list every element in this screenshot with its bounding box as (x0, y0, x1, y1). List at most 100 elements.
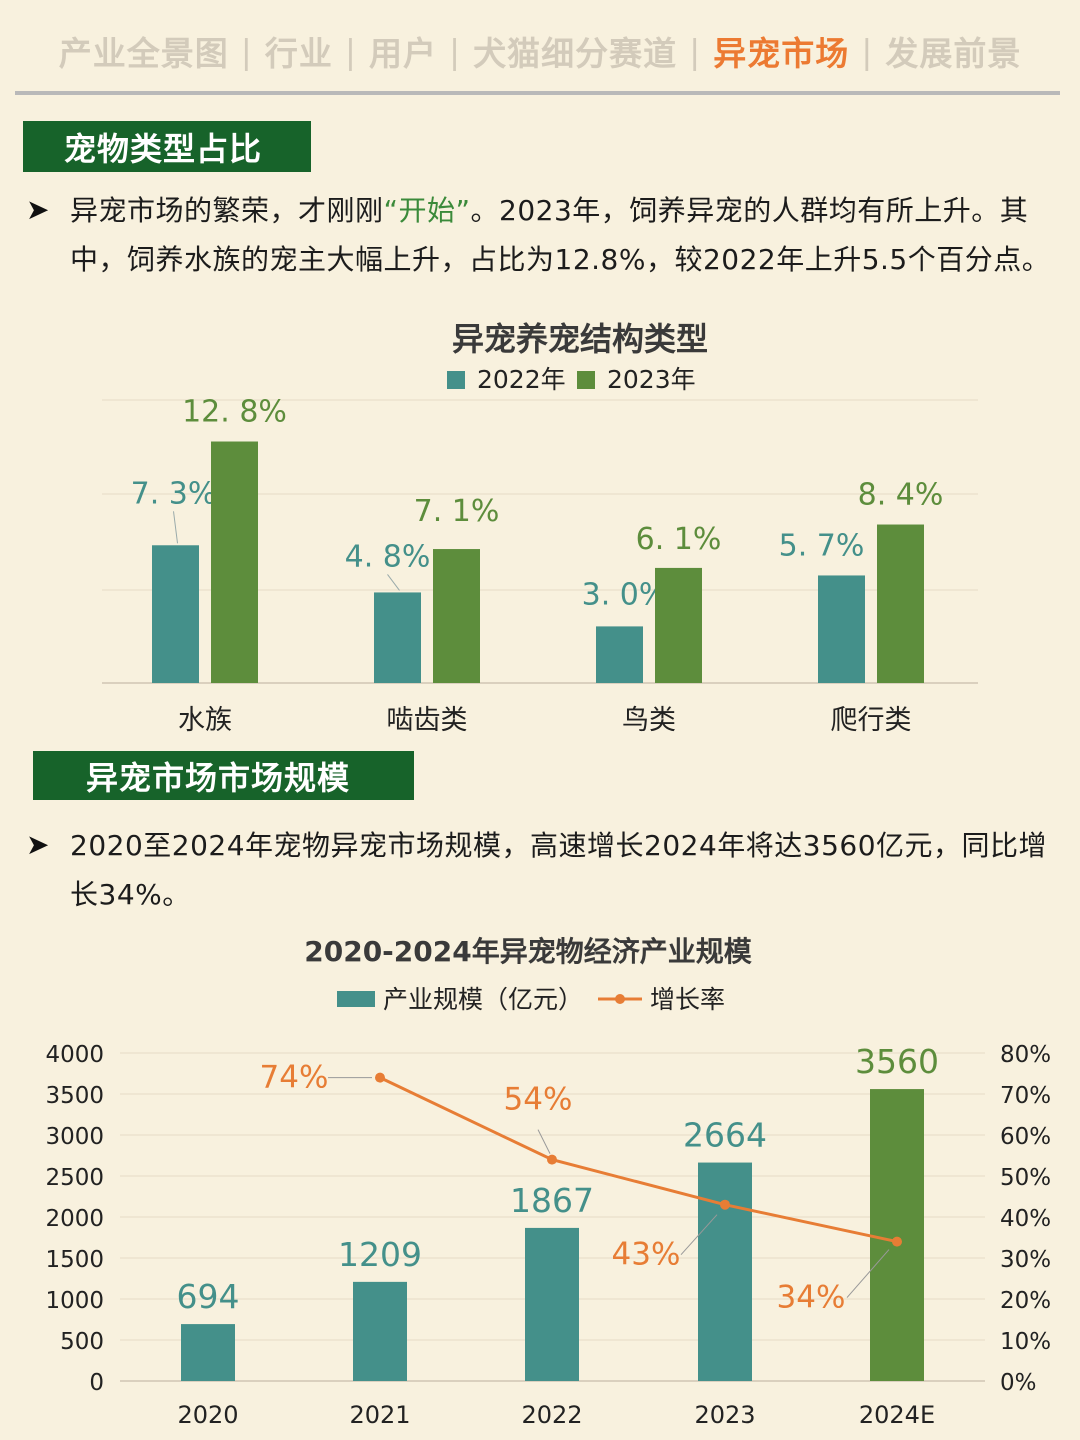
bullet-arrow-icon: ➤ (26, 828, 50, 861)
x-tick-2024E: 2024E (859, 1401, 935, 1429)
y-right-tick-0: 0% (1000, 1370, 1037, 1396)
legend-swatch-bar (337, 991, 375, 1007)
section-header-market-size: 异宠市场市场规模 (33, 751, 414, 800)
section1-text-highlight: “开始” (383, 194, 471, 227)
bar-0-1 (211, 441, 258, 683)
data-label-0-0: 7. 3% (131, 476, 217, 511)
y-right-tick-1: 10% (1000, 1329, 1051, 1355)
y-left-tick-1: 500 (60, 1329, 104, 1355)
nav-separator: | (861, 31, 874, 71)
bar-2023 (698, 1162, 752, 1381)
growth-line (379, 1076, 898, 1244)
bar-2-1 (655, 567, 702, 683)
data-label-2-0: 3. 0% (582, 577, 668, 612)
leader-line-1-0 (387, 574, 400, 591)
growth-marker-2022 (547, 1154, 557, 1165)
growth-label-2023: 43% (612, 1237, 681, 1273)
category-label-2: 鸟类 (622, 705, 676, 736)
nav-tab-0[interactable]: 产业全景图 (58, 34, 229, 73)
growth-marker-2021 (375, 1072, 385, 1083)
bullet-arrow-icon: ➤ (26, 193, 50, 226)
y-left-tick-3: 1500 (45, 1247, 104, 1273)
nav-tab-5[interactable]: 发展前景 (885, 34, 1022, 73)
category-label-1: 啮齿类 (387, 705, 468, 736)
y-right-tick-3: 30% (1000, 1247, 1051, 1273)
nav-divider (15, 91, 1060, 95)
nav-separator: | (689, 31, 702, 71)
bar-1-1 (433, 549, 480, 683)
growth-label-2024E: 34% (777, 1280, 846, 1316)
leader-line-0-0 (173, 511, 178, 544)
nav-tab-2[interactable]: 用户 (368, 34, 437, 73)
x-tick-2021: 2021 (349, 1401, 410, 1429)
growth-leader-2022 (537, 1129, 551, 1154)
nav-separator: | (344, 31, 357, 71)
bar-2022 (525, 1227, 579, 1381)
pet-structure-chart: 异宠养宠结构类型 2022年 2023年 7. 3% 12. 8% 水族 4. 8% 7. 1… (102, 320, 978, 736)
nav-tab-4[interactable]: 异宠市场 (713, 34, 850, 73)
bar-label-2021: 1209 (338, 1235, 422, 1274)
bar-3-1 (877, 524, 924, 683)
nav-tab-1[interactable]: 行业 (264, 34, 333, 73)
data-label-0-1: 12. 8% (182, 395, 287, 430)
growth-leader-2024E (846, 1249, 890, 1298)
bar-2020 (181, 1324, 235, 1381)
y-right-tick-2: 20% (1000, 1288, 1051, 1314)
legend-label-bar: 产业规模（亿元） (383, 985, 583, 1014)
y-left-tick-8: 4000 (45, 1042, 104, 1068)
nav-separator: | (240, 31, 253, 71)
section-header-market-size-label: 异宠市场市场规模 (86, 758, 351, 797)
bar-label-2022: 1867 (510, 1181, 594, 1220)
growth-marker-2024E (892, 1236, 902, 1247)
growth-label-2022: 54% (504, 1082, 573, 1118)
y-left-tick-2: 1000 (45, 1288, 104, 1314)
bar-2-0 (596, 626, 643, 683)
data-label-1-1: 7. 1% (414, 494, 500, 529)
legend-swatch-0 (447, 371, 465, 389)
category-label-3: 爬行类 (831, 705, 912, 736)
bar-0-0 (152, 545, 199, 683)
section1-text-before: 异宠市场的繁荣，才刚刚 (70, 194, 384, 227)
bar-label-2023: 2664 (683, 1116, 767, 1155)
bar-3-0 (818, 575, 865, 683)
chart2-title: 2020-2024年异宠物经济产业规模 (304, 935, 752, 968)
y-left-tick-4: 2000 (45, 1206, 104, 1232)
growth-leader-2023 (680, 1214, 718, 1256)
bar-label-2024E: 3560 (855, 1042, 939, 1081)
section2-paragraph: 2020至2024年宠物异宠市场规模，高速增长2024年将达3560亿元，同比增… (70, 821, 1055, 919)
legend-marker-growth (615, 994, 625, 1004)
category-label-0: 水族 (178, 705, 232, 736)
bar-1-0 (374, 592, 421, 683)
y-left-tick-6: 3000 (45, 1124, 104, 1150)
y-right-tick-7: 70% (1000, 1083, 1051, 1109)
growth-marker-2023 (720, 1199, 730, 1210)
nav-tab-3[interactable]: 犬猫细分赛道 (473, 34, 678, 73)
x-tick-2020: 2020 (177, 1401, 238, 1429)
bar-label-2020: 694 (177, 1277, 240, 1316)
section-header-pet-type: 宠物类型占比 (23, 121, 311, 172)
y-right-tick-8: 80% (1000, 1042, 1051, 1068)
section1-text-after: 。2023年，饲养异宠的人群均有所上升。其中，饲养水族的宠主大幅上升，占比为12… (70, 194, 1051, 276)
section2-text: 2020至2024年宠物异宠市场规模，高速增长2024年将达3560亿元，同比增… (70, 829, 1048, 911)
data-label-2-1: 6. 1% (636, 522, 722, 557)
bar-2021 (353, 1281, 407, 1381)
legend-swatch-1 (577, 371, 595, 389)
section1-paragraph: 异宠市场的繁荣，才刚刚“开始”。2023年，饲养异宠的人群均有所上升。其中，饲养… (70, 186, 1055, 284)
data-label-3-0: 5. 7% (779, 528, 865, 563)
legend-label-1: 2023年 (607, 365, 696, 394)
section-header-pet-type-label: 宠物类型占比 (64, 129, 263, 168)
legend-label-growth: 增长率 (650, 985, 725, 1014)
growth-label-2021: 74% (260, 1060, 329, 1096)
y-left-tick-0: 0 (89, 1370, 104, 1396)
y-right-tick-5: 50% (1000, 1165, 1051, 1191)
x-tick-2023: 2023 (694, 1401, 755, 1429)
y-left-tick-5: 2500 (45, 1165, 104, 1191)
legend-label-0: 2022年 (477, 365, 566, 394)
y-left-tick-7: 3500 (45, 1083, 104, 1109)
x-tick-2022: 2022 (521, 1401, 582, 1429)
data-label-1-0: 4. 8% (345, 539, 431, 574)
y-right-tick-4: 40% (1000, 1206, 1051, 1232)
chart1-title: 异宠养宠结构类型 (452, 320, 708, 358)
data-label-3-1: 8. 4% (858, 478, 944, 513)
